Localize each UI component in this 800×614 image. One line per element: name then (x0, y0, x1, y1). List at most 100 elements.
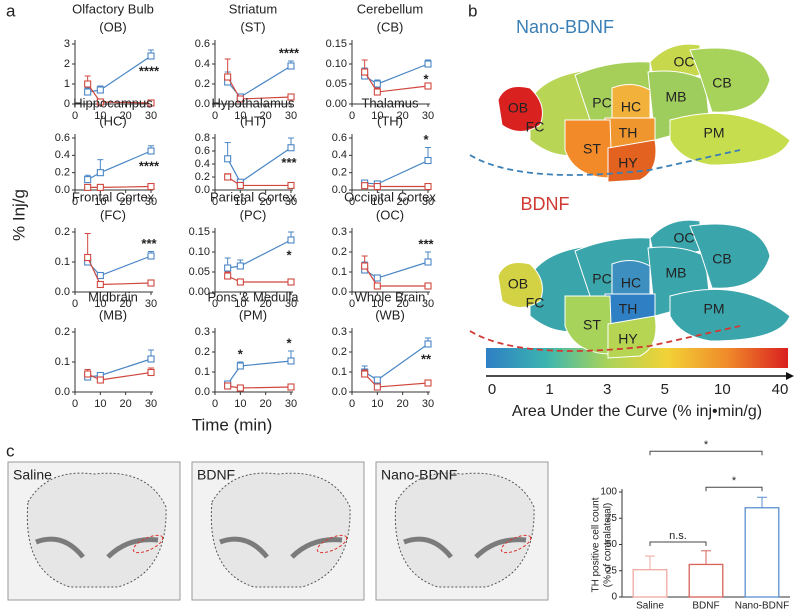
chart-subtitle: (OB) (99, 19, 126, 34)
marker (287, 357, 295, 365)
chart-title: Whole Brain (355, 289, 426, 304)
y-tick-label: 0.2 (332, 246, 347, 258)
marker (287, 62, 295, 70)
marker (236, 362, 244, 370)
marker (373, 88, 381, 96)
y-tick-label: 0.2 (195, 78, 210, 90)
x-tick-label: 10 (94, 398, 106, 410)
y-axis-label: TH positive cell count (591, 497, 602, 592)
x-tick-label: 30 (145, 196, 157, 208)
brain-map-title: Nano-BDNF (516, 17, 614, 37)
chart-subtitle: (PC) (240, 207, 267, 222)
x-tick-label: 0 (212, 110, 218, 122)
x-tick-label: 10 (371, 110, 383, 122)
marker (84, 183, 92, 191)
panel-label: c (6, 441, 15, 460)
region-label: HY (618, 155, 638, 171)
x-tick-label: 10 (234, 196, 246, 208)
region-label: OC (674, 230, 695, 246)
chart-subtitle: (HT) (240, 113, 266, 128)
significance: * (286, 247, 292, 262)
y-tick-label: 2 (64, 58, 70, 70)
marker (373, 274, 381, 282)
chart-subtitle: (FC) (100, 207, 126, 222)
y-tick-label: 0.15 (189, 226, 210, 238)
region-outline (316, 534, 348, 554)
chart-title: Occipital Cortex (344, 189, 436, 204)
x-tick-label: 0 (212, 298, 218, 310)
marker (424, 182, 432, 191)
x-tick-label: 0 (349, 298, 355, 310)
marker (424, 282, 432, 290)
region-label: TH (619, 301, 638, 317)
marker (373, 282, 381, 290)
x-tick-label: 30 (422, 398, 434, 410)
x-tick-label: 0 (349, 196, 355, 208)
marker (424, 82, 432, 90)
chart-subtitle: (HC) (99, 113, 126, 128)
x-tick-label: 30 (285, 298, 297, 310)
brain-region (497, 86, 543, 132)
y-tick-label: 0.1 (332, 266, 347, 278)
y-tick-label: 0.0 (55, 286, 70, 298)
chart-title: Thalamus (361, 95, 419, 110)
marker (147, 182, 155, 191)
significance: ** (421, 351, 432, 366)
region-label: MB (666, 265, 687, 281)
marker (287, 278, 295, 286)
marker (96, 98, 104, 106)
y-tick-label: 0.3 (332, 326, 347, 338)
y-tick-label: 0 (64, 98, 70, 110)
y-tick-label: 0.00 (189, 286, 210, 298)
marker (84, 88, 92, 96)
marker (224, 173, 232, 181)
y-tick-label: 0.3 (332, 226, 347, 238)
significance: **** (139, 63, 160, 78)
marker (361, 68, 369, 76)
panel-label: b (468, 1, 477, 20)
marker (147, 147, 155, 155)
chart-subtitle: (PM) (239, 307, 267, 322)
region-label: CB (712, 251, 731, 267)
chart-title: Frontal Cortex (72, 189, 155, 204)
marker (373, 376, 381, 384)
x-tick-label: 30 (285, 196, 297, 208)
y-tick-label: 0.6 (195, 145, 210, 157)
brain-map-title: BDNF (521, 194, 570, 214)
chart-title: Hypothalamus (211, 95, 295, 110)
significance: **** (139, 158, 160, 173)
marker (287, 236, 295, 244)
x-tick-label: 30 (145, 298, 157, 310)
x-tick-label: Saline (636, 601, 664, 612)
brain-region (611, 260, 651, 299)
y-tick-label: 0.4 (55, 149, 70, 161)
significance: *** (418, 236, 434, 251)
tissue-outline (394, 472, 535, 588)
chart-title: Parietal Cortex (210, 189, 296, 204)
significance-bracket (649, 450, 763, 456)
significance: *** (281, 155, 297, 170)
significance: n.s. (669, 530, 687, 542)
marker (236, 181, 244, 189)
chart-subtitle: (OC) (376, 207, 404, 222)
marker (147, 99, 155, 107)
brain-region (669, 112, 791, 166)
x-tick-label: 10 (371, 398, 383, 410)
y-tick-label: 0.2 (332, 167, 347, 179)
chart-title: Pons & Medulla (207, 289, 299, 304)
marker (424, 60, 432, 68)
y-tick-label: 0.6 (332, 132, 347, 144)
marker (373, 80, 381, 88)
y-tick-label: 1 (64, 78, 70, 90)
marker (236, 262, 244, 270)
brain-map (469, 43, 791, 183)
significance: * (286, 335, 292, 350)
region-label: HY (618, 331, 638, 347)
marker (287, 181, 295, 189)
y-tick-label: 0.0 (195, 98, 210, 110)
colorbar-tick-label: 1 (545, 381, 553, 398)
y-tick-label: 0.0 (332, 286, 347, 298)
colorbar-arrow-head (786, 372, 794, 380)
micrograph-label: BDNF (197, 467, 235, 483)
x-tick-label: 30 (422, 298, 434, 310)
